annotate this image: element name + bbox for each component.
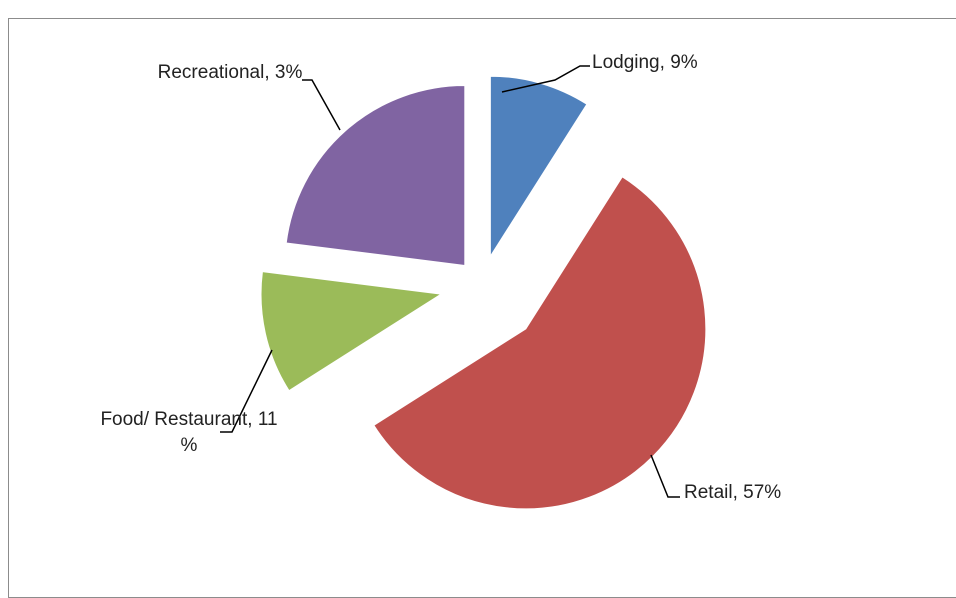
page: Lodging, 9% Retail, 57% Food/ Restaurant, … [8,18,956,598]
value-label: 3% [274,62,303,83]
data-label: Retail, 57% [684,482,782,503]
chart [220,65,707,510]
category-label: Recreational [157,62,265,83]
value-label: 9% [670,52,698,73]
category-label: Lodging [592,52,660,73]
pie-slice [489,75,588,258]
pie-slice [373,176,707,510]
leader-line [501,65,590,93]
pie-slice [260,271,443,392]
pie-slice [285,84,466,267]
leader-line [302,79,341,131]
data-label: Food/ Restaurant, 11 % [100,409,278,456]
data-label: Recreational, 3% [157,62,303,83]
leader-line [650,454,680,498]
category-label: Retail [684,482,733,503]
value-label: 57% [743,482,782,503]
category-label: Food/ Restaurant [100,409,248,430]
value-label: 11 % [180,409,278,456]
leader-line [220,349,273,433]
data-label: Lodging, 9% [592,52,698,73]
